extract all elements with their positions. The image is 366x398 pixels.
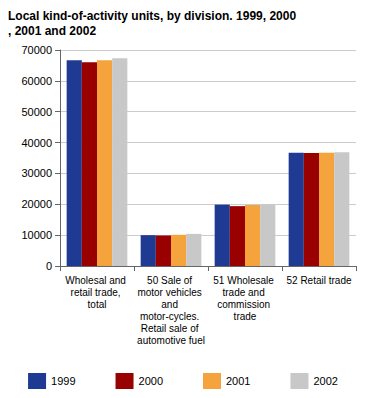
svg-text:2002: 2002 [313,375,337,387]
svg-text:50 Sale of: 50 Sale of [147,275,195,286]
svg-text:Wholesal and: Wholesal and [65,275,128,286]
svg-text:Retail sale of: Retail sale of [141,323,202,334]
svg-text:1999: 1999 [51,375,75,387]
svg-text:30000: 30000 [21,167,52,179]
svg-text:52 Retail trade: 52 Retail trade [286,275,351,286]
svg-text:and: and [161,299,180,310]
svg-text:50000: 50000 [21,106,52,118]
svg-text:Local kind-of-activity units,: Local kind-of-activity units, by divisio… [8,9,296,23]
svg-text:motor-cycles.: motor-cycles. [140,311,202,322]
svg-text:70000: 70000 [21,44,52,56]
svg-text:, 2001 and 2002: , 2001 and 2002 [8,24,96,38]
svg-text:retail trade,: retail trade, [71,287,124,298]
svg-text:trade: trade [234,311,257,322]
svg-text:0: 0 [46,260,52,272]
svg-text:20000: 20000 [21,198,52,210]
svg-text:40000: 40000 [21,137,52,149]
svg-text:2000: 2000 [139,375,163,387]
svg-text:10000: 10000 [21,229,52,241]
svg-text:motor vehicles: motor vehicles [137,287,204,298]
svg-text:60000: 60000 [21,75,52,87]
svg-text:automotive fuel: automotive fuel [137,335,205,346]
svg-text:51 Wholesale: 51 Wholesale [213,275,276,286]
svg-text:trade and: trade and [222,287,267,298]
svg-text:commission: commission [217,299,273,310]
svg-text:2001: 2001 [226,375,250,387]
svg-text:total: total [88,299,107,310]
